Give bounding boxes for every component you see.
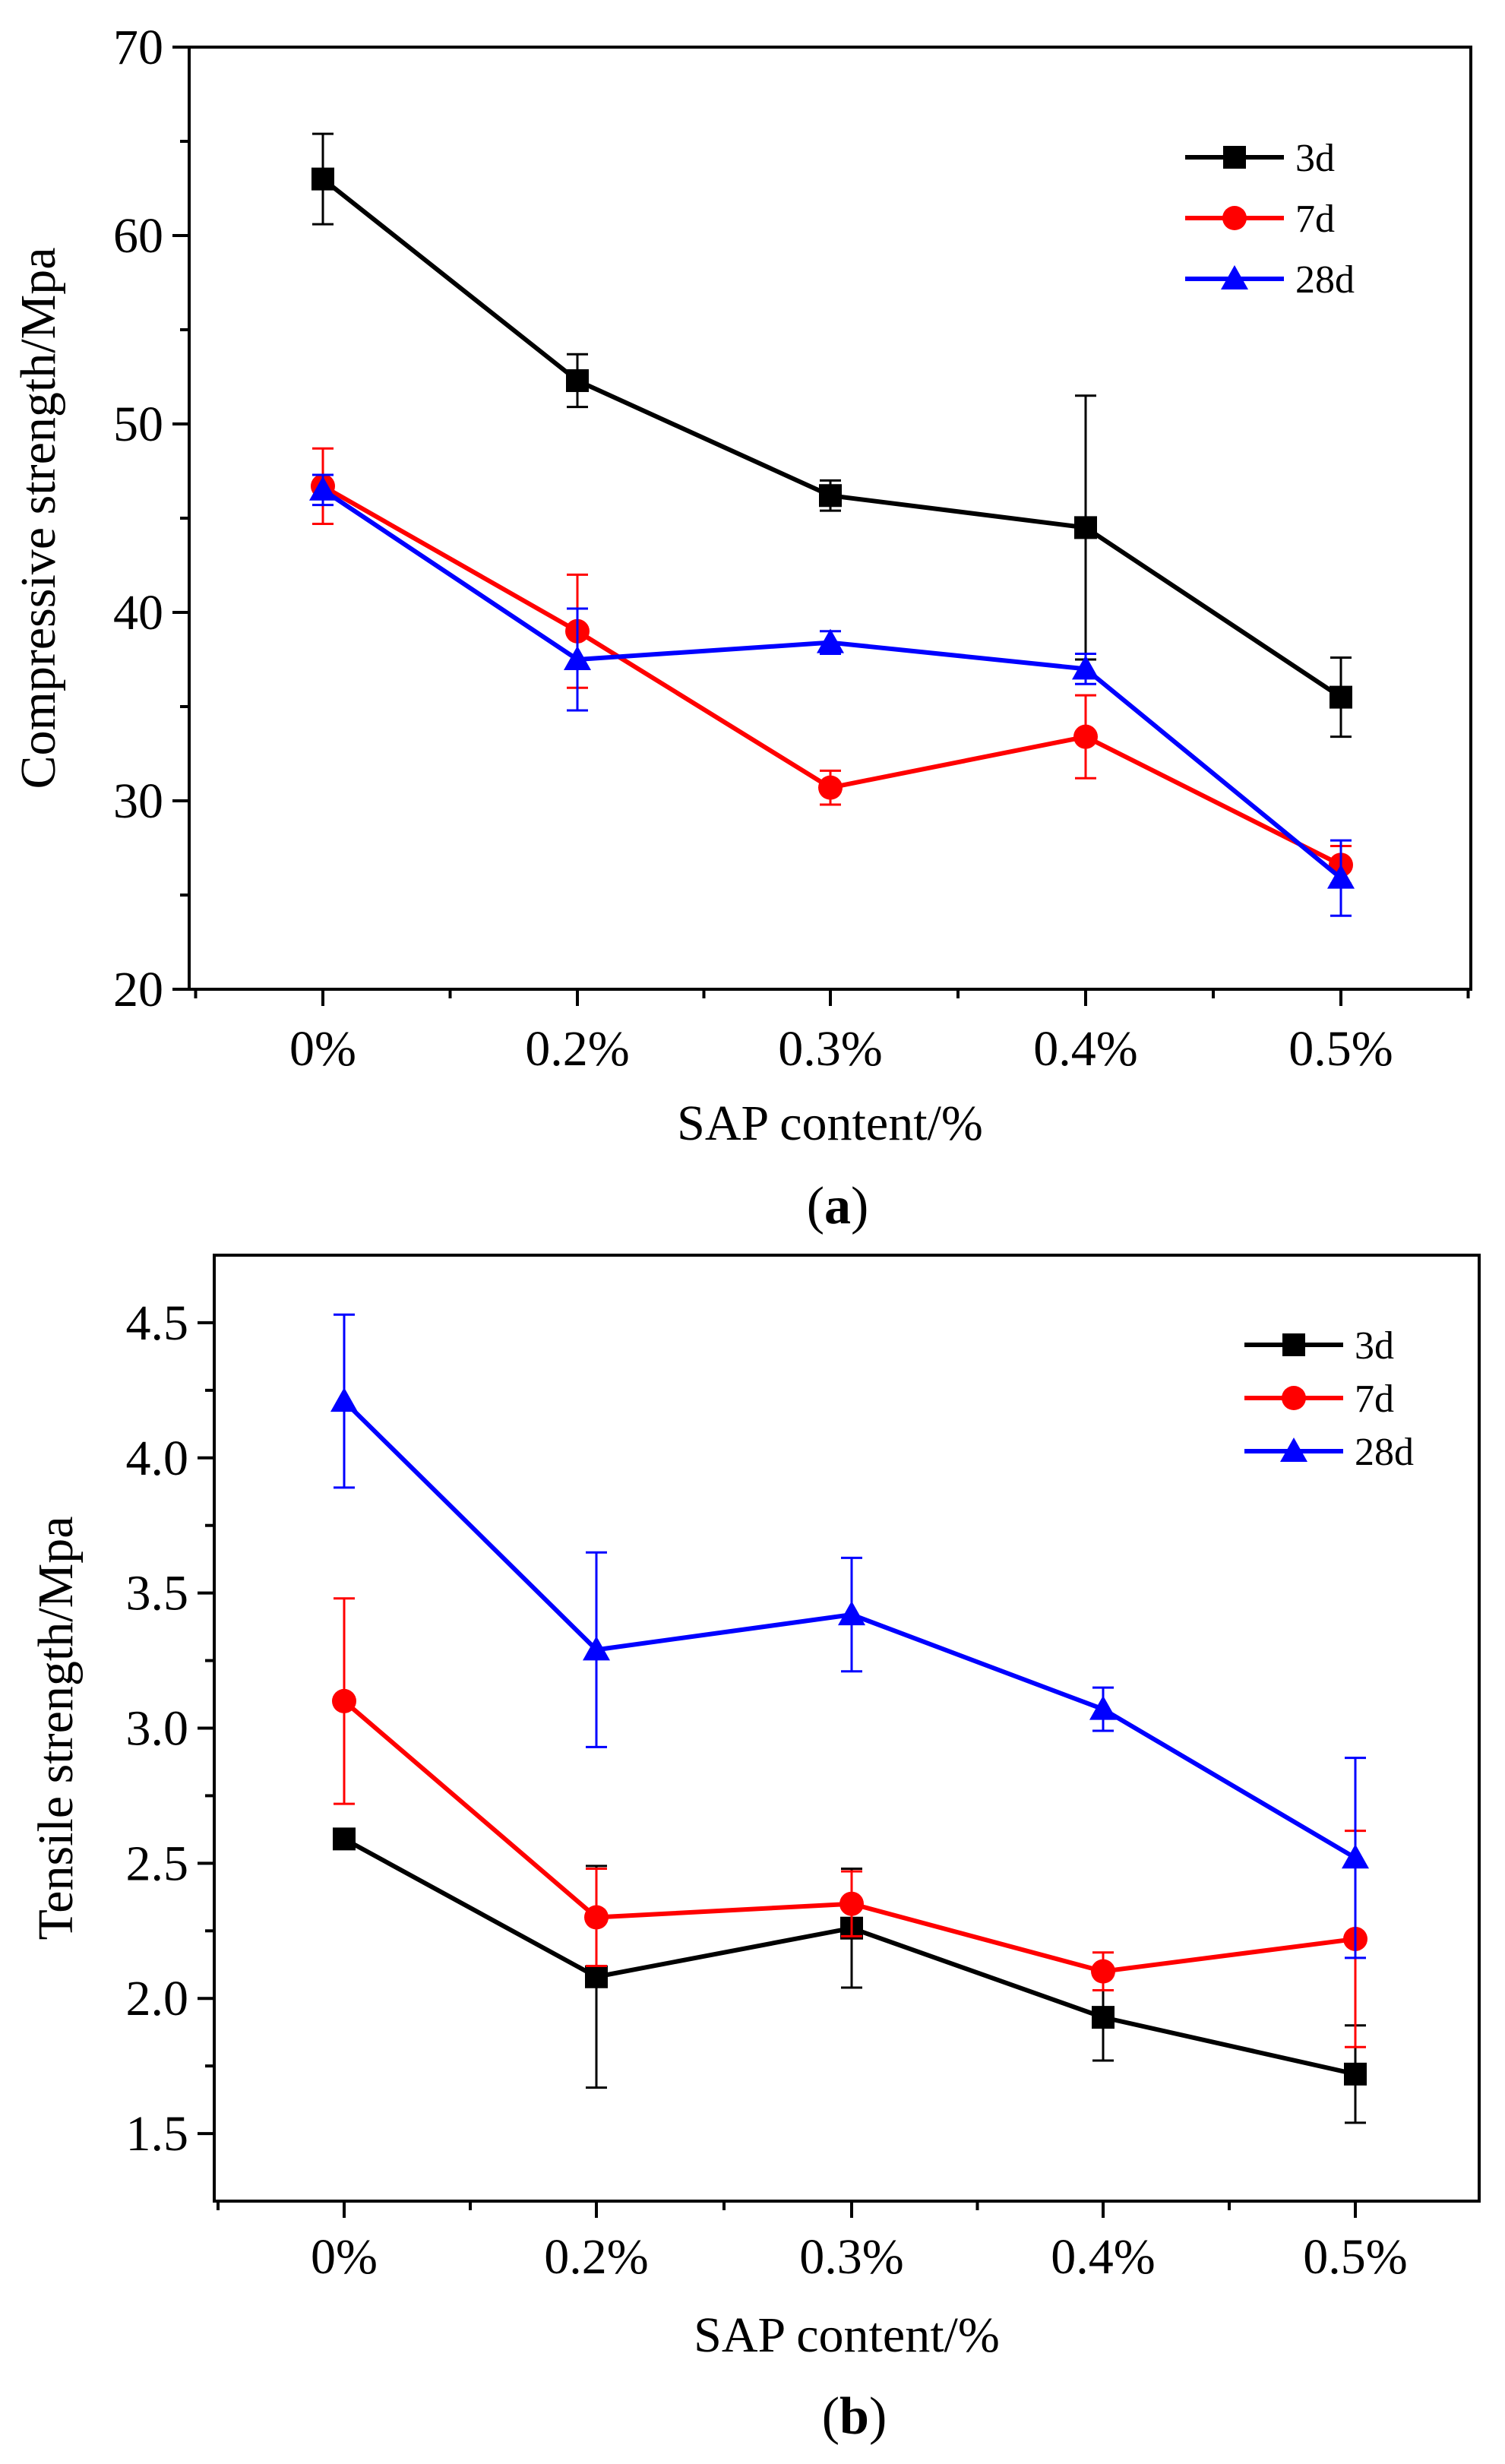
panel-label-close-paren: ) xyxy=(869,2387,887,2446)
series-line xyxy=(321,488,1342,881)
x-tick-label: 0.4% xyxy=(1051,2229,1155,2285)
y-axis-title: Compressive strength/Mpa xyxy=(11,247,66,789)
x-tick-label: 0.5% xyxy=(1303,2229,1407,2285)
data-point xyxy=(583,1636,610,1661)
series-line xyxy=(342,1399,1357,1860)
x-tick-label: 0.2% xyxy=(544,2229,648,2285)
legend-label: 28d xyxy=(1295,258,1355,302)
panel-a-compressive-strength-chart: 20 30 40 50 60 70 0% 0.2% 0.3% 0.4% 0.5% SAP conten… xyxy=(11,20,1472,1235)
panel-label-close-paren: ) xyxy=(851,1177,868,1235)
y-tick-label: 1.5 xyxy=(126,2106,189,2162)
data-point xyxy=(309,476,337,501)
panel-label-letter: b xyxy=(839,2387,869,2446)
series-28d xyxy=(309,473,1355,917)
data-point xyxy=(818,775,843,800)
series-28d xyxy=(330,1313,1369,1959)
data-point xyxy=(311,167,334,191)
data-point xyxy=(564,646,591,670)
series-7d xyxy=(311,447,1353,885)
legend-label: 28d xyxy=(1355,1431,1414,1474)
y-tick-label: 70 xyxy=(113,20,163,75)
x-tick-label: 0.4% xyxy=(1033,1021,1137,1077)
panel-label: (a) xyxy=(807,1177,869,1235)
data-point xyxy=(584,1905,609,1930)
data-point xyxy=(1091,1959,1115,1984)
y-axis-title: Tensile strength/Mpa xyxy=(28,1516,84,1940)
data-point xyxy=(839,1891,864,1916)
data-point xyxy=(585,1965,608,1988)
data-point xyxy=(1344,2062,1367,2086)
data-point xyxy=(332,1688,356,1713)
legend-marker xyxy=(1280,1438,1307,1462)
legend-marker xyxy=(1282,1333,1305,1356)
y-tick-label: 3.0 xyxy=(126,1701,189,1757)
legend-label: 7d xyxy=(1355,1377,1394,1421)
x-tick-label: 0.3% xyxy=(778,1021,882,1077)
y-tick-label: 20 xyxy=(113,962,163,1017)
panel-label: (b) xyxy=(822,2387,887,2446)
series-line xyxy=(321,177,1342,700)
panel-label-letter: a xyxy=(824,1177,851,1235)
legend-marker xyxy=(1221,265,1248,289)
series-7d xyxy=(332,1597,1367,2048)
x-tick-label: 0.2% xyxy=(525,1021,629,1077)
panel-label-open-paren: ( xyxy=(807,1177,824,1235)
data-point xyxy=(1089,1695,1117,1720)
y-tick-label: 40 xyxy=(113,585,163,641)
panel-b-tensile-strength-chart: 1.5 2.0 2.5 3.0 3.5 4.0 4.5 0% 0.2% 0.3% 0.4% 0.5% S… xyxy=(28,1254,1481,2446)
data-point xyxy=(838,1601,865,1626)
legend-label: 3d xyxy=(1295,137,1335,180)
y-tick-label: 4.5 xyxy=(126,1295,189,1351)
x-tick-label: 0.3% xyxy=(799,2229,903,2285)
data-point xyxy=(333,1827,356,1851)
data-point xyxy=(1073,724,1098,749)
data-point xyxy=(1092,2006,1115,2029)
data-point xyxy=(819,484,842,508)
data-point xyxy=(1072,655,1099,680)
x-tick-label: 0.5% xyxy=(1288,1021,1393,1077)
panel-label-open-paren: ( xyxy=(822,2387,839,2446)
data-point xyxy=(566,368,589,392)
x-tick-label: 0% xyxy=(289,1021,356,1077)
data-point xyxy=(1074,516,1097,539)
y-tick-label: 4.0 xyxy=(126,1431,189,1486)
data-point xyxy=(330,1387,358,1412)
series-line xyxy=(321,484,1342,868)
y-tick-label: 2.5 xyxy=(126,1836,189,1891)
y-tick-label: 60 xyxy=(113,208,163,264)
y-tick-label: 30 xyxy=(113,773,163,829)
series-3d xyxy=(311,132,1352,739)
data-point xyxy=(1330,685,1352,709)
legend-marker xyxy=(1222,206,1247,230)
legend-marker xyxy=(1282,1386,1306,1410)
x-tick-label: 0% xyxy=(311,2229,378,2285)
legend-label: 3d xyxy=(1355,1324,1394,1368)
data-point xyxy=(1342,1844,1369,1869)
legend-marker xyxy=(1223,146,1246,169)
x-axis-title: SAP content/% xyxy=(677,1096,983,1151)
data-point xyxy=(817,628,844,653)
y-tick-label: 50 xyxy=(113,397,163,452)
y-tick-label: 2.0 xyxy=(126,1971,189,2026)
x-axis-title: SAP content/% xyxy=(694,2307,1000,2363)
data-point xyxy=(1327,864,1355,889)
y-tick-label: 3.5 xyxy=(126,1566,189,1621)
legend-label: 7d xyxy=(1295,198,1335,241)
